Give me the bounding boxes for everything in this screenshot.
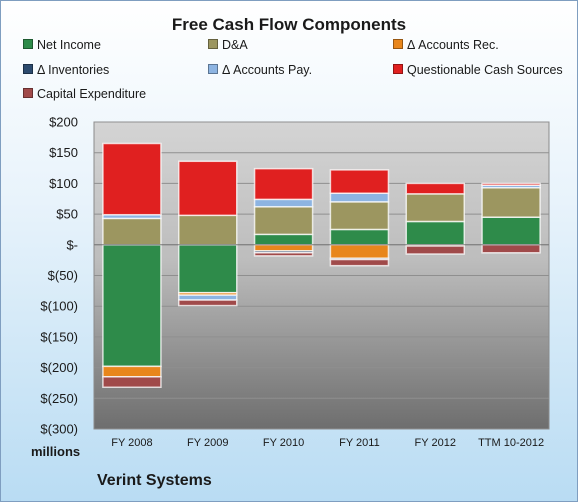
y-tick-label: $200 [49,115,78,130]
bar-segment [178,244,238,294]
legend-label: D&A [222,38,248,52]
legend-swatch [393,39,403,49]
bar-segment [481,244,541,254]
y-tick-label: $50 [56,207,78,222]
legend-swatch [23,39,33,49]
bar-segment [329,258,390,267]
legend-swatch [393,64,403,74]
bar-segment [102,376,162,388]
legend-item: D&A [208,38,248,52]
bar-segment [253,198,314,208]
legend-label: Net Income [37,38,101,52]
x-tick-label: FY 2010 [263,437,304,449]
x-tick-label: FY 2009 [187,437,228,449]
y-tick-label: $150 [49,145,78,160]
legend-swatch [23,88,33,98]
y-tick-label: $(150) [40,329,78,344]
legend-label: Δ Inventories [37,63,110,77]
bar-segment [481,186,541,218]
y-tick-label: $(100) [40,299,78,314]
legend-item: Questionable Cash Sources [393,63,563,77]
bar-segment [253,233,314,246]
y-tick-label: $- [66,237,78,252]
x-tick-label: FY 2012 [415,437,456,449]
bar-segment [405,193,465,223]
bar-segment [329,169,390,194]
legend-swatch [208,64,218,74]
chart-title: Free Cash Flow Components [171,15,407,34]
x-tick-label: FY 2011 [339,437,380,449]
bar-segment [329,244,390,260]
y-tick-label: $(200) [40,360,78,375]
bar-segment [329,201,390,231]
legend-label: Capital Expenditure [37,87,147,101]
bar-segment [405,245,465,255]
bar-segment [102,217,162,246]
bar-segment [481,216,541,246]
bar-segment [253,252,314,257]
legend-swatch [23,64,33,74]
legend: Net Income D&A Δ Accounts Rec. Δ Inventorie… [1,1,578,111]
legend-swatch [208,39,218,49]
bar-segment [102,365,162,378]
bar-segment [253,167,314,201]
x-tick-label: FY 2008 [111,437,152,449]
bar-segment [405,182,465,195]
bar-segment [102,244,162,368]
y-tick-label: $(50) [48,268,78,283]
y-tick-label: $(300) [40,422,78,437]
legend-label: Δ Accounts Pay. [222,63,313,77]
company-label: Verint Systems [97,472,212,489]
bar-segment [329,228,390,246]
y-tick-label: $(250) [40,391,78,406]
legend-label: Questionable Cash Sources [407,63,563,77]
bar-segment [178,299,238,307]
bar-segment [253,205,314,236]
y-unit-label: millions [31,444,81,459]
legend-item: Δ Accounts Pay. [208,63,312,77]
legend-item: Δ Inventories [23,63,109,77]
legend-item: Δ Accounts Rec. [393,38,499,52]
bar-segment [481,182,541,186]
y-tick-label: $100 [49,176,78,191]
bar-segment [102,142,162,216]
bar-segment [405,220,465,246]
x-tick-label: TTM 10-2012 [478,437,544,449]
bar-segment [178,214,238,246]
legend-item: Capital Expenditure [23,87,146,101]
bar-segment [329,192,390,203]
legend-label: Δ Accounts Rec. [407,38,499,52]
bar-segment [253,244,314,252]
bar-segment [178,160,238,217]
legend-item: Net Income [23,38,101,52]
